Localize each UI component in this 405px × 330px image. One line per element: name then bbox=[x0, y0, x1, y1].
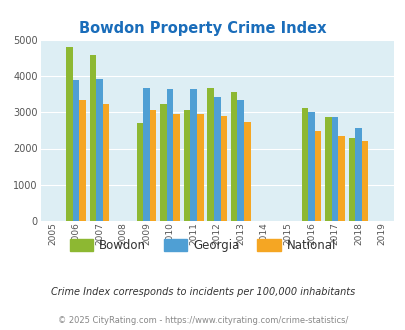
Bar bbox=[96, 79, 102, 221]
Bar bbox=[90, 55, 96, 221]
Bar bbox=[337, 136, 344, 221]
Bar bbox=[213, 97, 220, 221]
Bar bbox=[190, 89, 196, 221]
Bar bbox=[354, 128, 361, 221]
Text: © 2025 CityRating.com - https://www.cityrating.com/crime-statistics/: © 2025 CityRating.com - https://www.city… bbox=[58, 315, 347, 325]
Bar bbox=[230, 91, 237, 221]
Legend: Bowdon, Georgia, National: Bowdon, Georgia, National bbox=[65, 234, 340, 256]
Bar bbox=[136, 123, 143, 221]
Bar bbox=[166, 89, 173, 221]
Bar bbox=[173, 114, 179, 221]
Bar bbox=[207, 87, 213, 221]
Bar bbox=[307, 112, 314, 221]
Bar bbox=[79, 100, 85, 221]
Bar bbox=[324, 117, 331, 221]
Bar bbox=[361, 141, 367, 221]
Bar bbox=[160, 104, 166, 221]
Bar bbox=[314, 131, 320, 221]
Bar bbox=[183, 110, 190, 221]
Bar bbox=[102, 104, 109, 221]
Bar bbox=[196, 115, 203, 221]
Bar bbox=[301, 108, 307, 221]
Bar bbox=[72, 80, 79, 221]
Bar bbox=[331, 117, 337, 221]
Bar bbox=[237, 100, 243, 221]
Text: Bowdon Property Crime Index: Bowdon Property Crime Index bbox=[79, 20, 326, 36]
Text: Crime Index corresponds to incidents per 100,000 inhabitants: Crime Index corresponds to incidents per… bbox=[51, 287, 354, 297]
Bar bbox=[348, 138, 354, 221]
Bar bbox=[66, 47, 72, 221]
Bar bbox=[220, 116, 226, 221]
Bar bbox=[243, 122, 250, 221]
Bar bbox=[143, 88, 149, 221]
Bar bbox=[149, 110, 156, 221]
